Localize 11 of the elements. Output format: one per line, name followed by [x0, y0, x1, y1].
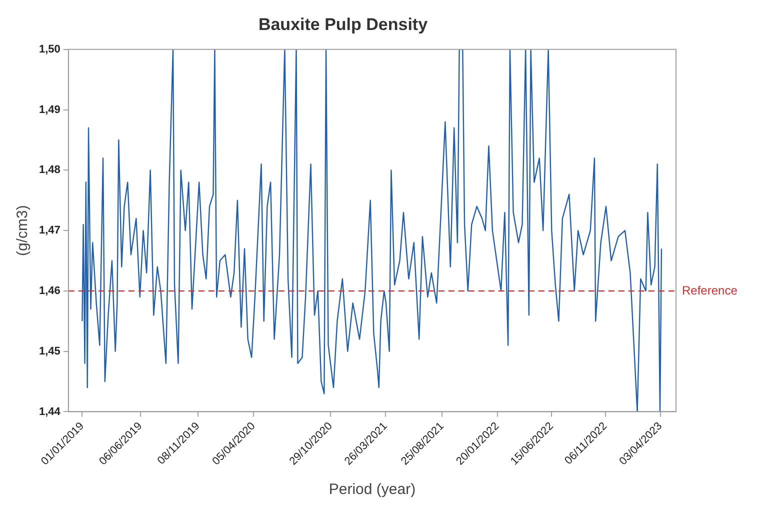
x-axis-title: Period (year)	[328, 481, 416, 498]
y-axis-title: (g/cm3)	[14, 205, 32, 256]
y-tick-label: 1,46	[38, 284, 60, 297]
y-tick-label: 1,47	[38, 224, 60, 237]
chart-title: Bauxite Pulp Density	[258, 14, 428, 34]
y-tick-label: 1,45	[38, 345, 60, 358]
y-tick-label: 1,48	[38, 164, 60, 176]
ref-line-label: Reference	[682, 283, 738, 298]
y-tick-label: 1,49	[38, 104, 60, 116]
y-tick-label: 1,44	[38, 406, 62, 418]
y-tick-label: 1,50	[38, 43, 60, 56]
